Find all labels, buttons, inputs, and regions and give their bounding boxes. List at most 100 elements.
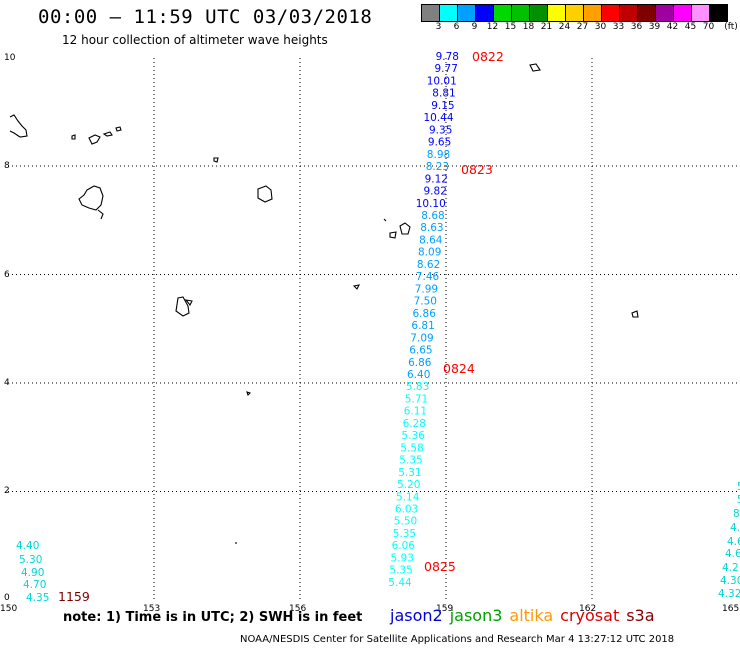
scale-unit: (ft) <box>724 22 738 32</box>
swh-value: 8 <box>733 508 740 520</box>
lat-label: 2 <box>4 486 10 496</box>
swh-value: 6.03 <box>395 504 418 516</box>
lon-label: 156 <box>289 604 306 614</box>
swh-value: 7.99 <box>415 283 438 295</box>
scale-label: 9 <box>471 22 478 32</box>
swh-value: 7.46 <box>416 271 440 283</box>
island-outline <box>399 222 411 235</box>
time-label: 0824 <box>443 361 475 376</box>
swh-value: 5.35 <box>399 455 422 467</box>
lon-label: 150 <box>0 604 17 614</box>
swh-value: 8.09 <box>418 247 441 259</box>
lon-label: 162 <box>579 604 596 614</box>
island-outline <box>631 310 639 318</box>
lon-label: 159 <box>436 604 453 614</box>
swh-value: 6.81 <box>411 320 434 332</box>
scale-label: 39 <box>648 22 661 32</box>
scale-swatch <box>601 4 620 22</box>
lat-label: 8 <box>4 161 10 171</box>
swh-value: 10.10 <box>416 198 446 210</box>
scale-label: 3 <box>435 22 442 32</box>
swh-value: 9.35 <box>429 124 452 136</box>
island-outline <box>71 134 76 140</box>
satellite-label-cryosat: cryosat <box>560 606 620 625</box>
satellite-label-jason2: jason2 <box>390 606 443 625</box>
scale-swatch <box>583 4 602 22</box>
scale-swatch <box>637 4 656 22</box>
track-right-values: 55 8 4. 4.64.6 4.24.304.32 <box>718 481 740 600</box>
time-label: 1159 <box>58 589 90 604</box>
swh-value: 5.58 <box>400 442 423 454</box>
swh-value: 5.36 <box>402 430 426 442</box>
swh-value: 5.50 <box>394 516 417 528</box>
scale-label: 36 <box>630 22 643 32</box>
scale-label: 30 <box>594 22 607 32</box>
lat-label: 0 <box>4 593 10 603</box>
swh-value: 10.01 <box>427 75 457 87</box>
scale-swatch <box>691 4 710 22</box>
swh-value: 5.14 <box>396 491 420 503</box>
grid-lines <box>8 58 738 600</box>
satellite-label-jason3: jason3 <box>449 606 503 625</box>
time-label: 0825 <box>424 559 456 574</box>
swh-value: 10.44 <box>423 112 453 124</box>
satellite-label-altika: altika <box>509 606 554 625</box>
swh-value: 8.64 <box>419 234 443 246</box>
lat-label: 4 <box>4 378 10 388</box>
island-outline <box>78 185 104 211</box>
island-outline <box>115 126 122 132</box>
track-main-values: 9.789.7710.018.819.1510.449.359.658.988.… <box>388 51 459 589</box>
scale-swatch <box>655 4 674 22</box>
swh-value: 9.82 <box>424 186 447 198</box>
swh-value: 6.06 <box>392 540 416 552</box>
swh-value: 5.44 <box>388 577 412 589</box>
scale-label: 27 <box>576 22 589 32</box>
swh-value: 4.40 <box>16 540 39 552</box>
swh-value: 4.32 <box>718 588 740 600</box>
swh-value: 8.23 <box>426 161 449 173</box>
scale-swatch <box>565 4 584 22</box>
swh-value: 5.30 <box>19 554 42 566</box>
footer-credit: NOAA/NESDIS Center for Satellite Applica… <box>240 634 675 645</box>
scale-label: 21 <box>540 22 553 32</box>
satellite-label-s3a: s3a <box>626 606 655 625</box>
scale-swatch <box>529 4 548 22</box>
swh-value: 4.35 <box>26 592 49 604</box>
island-outline <box>9 114 28 138</box>
scale-label: 45 <box>684 22 697 32</box>
scale-swatch <box>547 4 566 22</box>
swh-value: 8.62 <box>417 259 440 271</box>
swh-value: 4.6 <box>727 536 740 548</box>
island-outline <box>529 63 541 72</box>
track-left-values: 4.40 5.304.904.704.35 1159 <box>16 540 90 604</box>
island-outline <box>383 218 387 222</box>
swh-value: 9.65 <box>428 137 451 149</box>
scale-label: 24 <box>558 22 571 32</box>
scale-swatch <box>619 4 638 22</box>
swh-value: 4.30 <box>720 575 740 587</box>
scale-label: 42 <box>666 22 679 32</box>
swh-value: 6.86 <box>408 357 432 369</box>
lat-label: 10 <box>4 53 16 63</box>
island-outline <box>102 131 113 137</box>
lon-label: 165 <box>722 604 739 614</box>
scale-swatch <box>493 4 512 22</box>
swh-value: 4.90 <box>21 567 44 579</box>
swh-value: 4.70 <box>23 579 46 591</box>
scale-swatch <box>673 4 692 22</box>
swh-value: 5.93 <box>391 552 414 564</box>
swh-value: 6.40 <box>407 369 430 381</box>
swh-value: 5.35 <box>393 528 416 540</box>
island-outlines <box>9 63 639 544</box>
island-outline <box>389 231 397 239</box>
swh-value: 5.31 <box>398 467 421 479</box>
axis-labels: 150 153 156 159 162 165 0 2 4 6 8 10 <box>0 53 739 614</box>
island-outline <box>88 134 101 145</box>
swh-value: 7.50 <box>414 296 437 308</box>
satellite-legend: jason2 jason3 altika cryosat s3a <box>390 606 662 625</box>
island-outline <box>175 296 190 317</box>
scale-swatch <box>709 4 728 22</box>
scale-label: 6 <box>453 22 460 32</box>
